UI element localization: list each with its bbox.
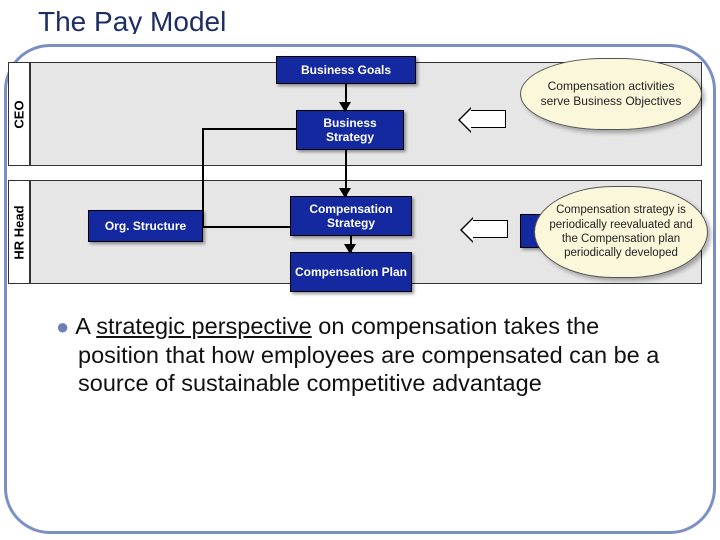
arrow-down-icon <box>339 188 351 198</box>
bullet-text: ●A strategic perspective on compensation… <box>56 312 676 398</box>
bullet-pre: A <box>75 313 96 339</box>
hr-label-text: HR Head <box>12 205 27 259</box>
box-business-strategy: Business Strategy <box>296 110 404 150</box>
cloud-reevaluate: Compensation strategy is periodically re… <box>534 186 708 278</box>
ceo-label-text: CEO <box>12 100 27 128</box>
box-business-goals: Business Goals <box>276 56 416 84</box>
bullet-icon: ● <box>56 314 75 339</box>
box-org-structure: Org. Structure <box>88 210 203 242</box>
bullet-underline: strategic perspective <box>96 313 312 339</box>
connector <box>202 128 204 226</box>
box-compensation-plan: Compensation Plan <box>290 252 412 292</box>
ceo-label: CEO <box>8 62 30 166</box>
box-compensation-strategy: Compensation Strategy <box>290 196 412 236</box>
hr-label: HR Head <box>8 180 30 284</box>
arrow-down-icon <box>339 102 351 112</box>
arrow-left-icon <box>470 110 506 128</box>
arrow-down-icon <box>344 244 356 254</box>
arrow-left-icon <box>472 220 508 238</box>
connector <box>202 226 290 228</box>
connector <box>202 128 296 130</box>
cloud-objectives: Compensation activities serve Business O… <box>520 58 702 130</box>
